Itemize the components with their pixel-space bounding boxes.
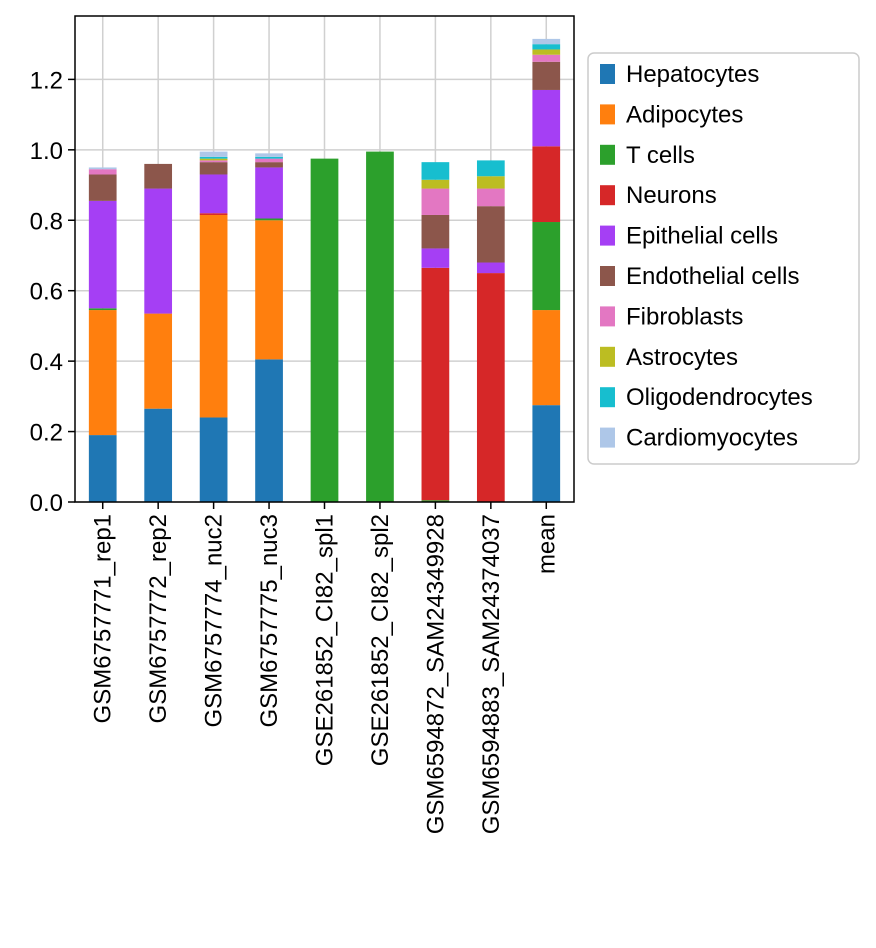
bar-segment — [421, 267, 450, 501]
legend-label: T cells — [626, 142, 695, 169]
axes — [68, 15, 575, 509]
bar-segment — [199, 174, 228, 214]
legend-label: Epithelial cells — [626, 223, 778, 250]
legend-swatch — [600, 225, 615, 246]
legend-swatch — [600, 185, 615, 206]
bar-segment — [88, 308, 117, 311]
bar-segment — [255, 167, 283, 219]
y-tick-label: 1.0 — [30, 138, 63, 165]
bar-segment — [421, 500, 450, 502]
legend-swatch — [600, 266, 615, 286]
bar-segment — [476, 176, 505, 189]
bar-segment — [255, 220, 283, 360]
bar-segment — [199, 162, 228, 175]
bar-segment — [421, 248, 450, 268]
legend-label: Cardiomyocytes — [626, 425, 798, 452]
bar-segment — [421, 214, 450, 249]
bar-segment — [476, 188, 505, 207]
legend-label: Endothelial cells — [626, 263, 799, 290]
bar-segment — [532, 222, 561, 311]
y-tick-label: 0.6 — [30, 279, 63, 306]
bar-segment — [199, 160, 228, 163]
bar-segment — [199, 214, 228, 418]
bar-segment — [421, 179, 450, 189]
legend-label: Astrocytes — [626, 344, 738, 371]
x-tick-labels: GSM6757771_rep1 GSM6757772_rep2 GSM6757774… — [90, 514, 561, 834]
x-tick-label: mean — [533, 514, 560, 574]
bar-segment — [255, 162, 283, 168]
y-tick-label: 0.2 — [30, 420, 63, 447]
bar-segment — [88, 169, 117, 175]
bar-segment — [199, 417, 228, 502]
bar-segment — [532, 146, 561, 223]
bar-segment — [88, 167, 117, 170]
x-tick-label: GSE261852_CI82_spl2 — [367, 514, 394, 766]
bar-segment — [255, 359, 283, 502]
legend-frame — [587, 52, 860, 465]
bar-segment — [532, 49, 561, 55]
legend-swatch — [600, 387, 615, 408]
bar-segment — [476, 206, 505, 263]
bar-segment — [144, 188, 173, 314]
bar-segment — [310, 158, 339, 502]
bar-segment — [88, 174, 117, 201]
y-tick-label: 0.8 — [30, 208, 63, 235]
legend-swatch — [600, 104, 615, 125]
y-tick-label: 1.2 — [30, 67, 63, 94]
bar-segment — [144, 313, 173, 409]
bar-segment — [476, 273, 505, 502]
x-tick-label: GSM6757772_rep2 — [145, 514, 172, 723]
bar-segment — [476, 262, 505, 274]
bar-segment — [88, 310, 117, 436]
legend-swatch — [600, 306, 615, 327]
bar-segment — [144, 163, 173, 189]
legend-label: Neurons — [626, 182, 717, 209]
x-tick-label: GSM6757771_rep1 — [90, 514, 117, 723]
legend-swatch — [600, 427, 615, 448]
bar-segment — [88, 435, 117, 502]
bar-segment — [88, 200, 117, 309]
bar-segment — [255, 153, 283, 157]
legend-label: Oligodendrocytes — [626, 384, 813, 411]
legend: Hepatocytes Adipocytes T cells Neurons Epith… — [587, 52, 860, 465]
bar-segment — [476, 160, 505, 177]
bar-area — [88, 38, 561, 502]
bar-segment — [532, 61, 561, 90]
bar-segment — [144, 408, 173, 502]
y-tick-labels: 0.0 0.2 0.4 0.6 0.8 1.0 1.2 — [30, 67, 63, 517]
x-tick-label: GSM6757775_nuc3 — [256, 514, 283, 728]
bar-segment — [255, 218, 283, 221]
bar-segment — [199, 213, 228, 215]
legend-swatch — [600, 144, 615, 165]
bar-segment — [532, 54, 561, 62]
bar-segment — [421, 188, 450, 215]
bar-segment — [532, 38, 561, 45]
x-tick-label: GSE261852_CI82_spl1 — [312, 514, 339, 766]
legend-label: Fibroblasts — [626, 303, 743, 330]
bar-segment — [199, 151, 228, 157]
x-tick-label: GSM6757774_nuc2 — [201, 514, 228, 728]
bar-segment — [532, 89, 561, 147]
legend-label: Adipocytes — [626, 101, 743, 128]
legend-swatch — [600, 64, 615, 84]
bar-segment — [532, 310, 561, 406]
y-tick-label: 0.0 — [30, 490, 63, 517]
legend-label: Hepatocytes — [626, 61, 759, 88]
bar-segment — [255, 158, 283, 163]
y-tick-label: 0.4 — [30, 349, 63, 376]
bar-segment — [532, 405, 561, 502]
x-tick-label: GSM6594883_SAM24374037 — [478, 514, 505, 834]
bar-segment — [199, 158, 228, 161]
bar-segment — [366, 151, 394, 502]
x-tick-label: GSM6594872_SAM24349928 — [422, 514, 449, 834]
bar-segment — [421, 162, 450, 180]
bar-segment — [255, 156, 283, 159]
bar-segment — [532, 44, 561, 50]
bar-segment — [199, 156, 228, 159]
legend-swatch — [600, 346, 615, 367]
